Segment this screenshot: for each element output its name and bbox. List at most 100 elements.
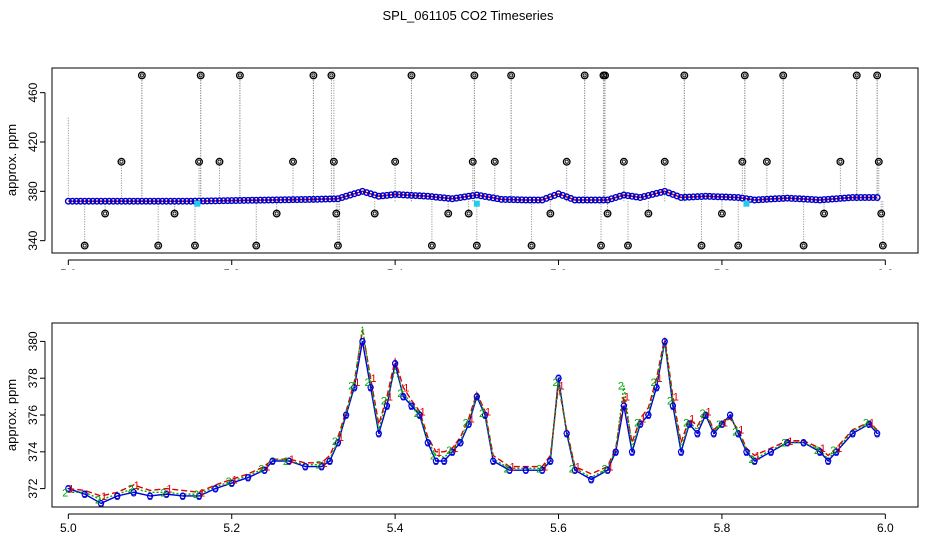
series-label-1: 1 <box>264 462 270 474</box>
outlier-point <box>836 157 845 166</box>
outlier-point-inner <box>217 159 222 164</box>
outlier-point-inner <box>197 159 202 164</box>
series-label-3: 3 <box>384 401 390 413</box>
series-label-3: 3 <box>490 456 496 468</box>
outlier-point-inner <box>470 159 475 164</box>
outlier-point <box>877 209 886 218</box>
series-label-3: 3 <box>245 473 251 485</box>
baseline-point <box>412 192 420 200</box>
baseline-point <box>407 191 415 199</box>
outlier-point-inner <box>509 73 514 78</box>
series-point-3 <box>816 448 824 455</box>
series-point-3 <box>97 500 105 507</box>
outlier-point-inner <box>875 73 880 78</box>
baseline-point <box>816 196 824 204</box>
baseline-point <box>767 195 775 203</box>
outlier-point <box>734 241 743 250</box>
series-label-1: 1 <box>820 443 826 455</box>
baseline-point <box>403 191 411 199</box>
baseline-point <box>473 191 481 199</box>
series-label-3: 3 <box>466 419 472 431</box>
series-label-1: 1 <box>738 425 744 437</box>
series-label-2: 2 <box>332 436 338 448</box>
series-label-3: 3 <box>817 447 823 459</box>
series-label-2: 2 <box>569 463 575 475</box>
baseline-point <box>314 195 322 203</box>
outlier-point-inner <box>393 159 398 164</box>
baseline-point <box>101 197 109 205</box>
baseline-point <box>138 197 146 205</box>
outlier-point <box>820 209 828 218</box>
series-label-1: 1 <box>673 392 679 404</box>
baseline-point <box>289 196 297 204</box>
outlier-point <box>333 241 342 250</box>
outlier-point-inner <box>599 243 604 248</box>
series-point-3 <box>849 430 856 437</box>
series-label-3: 3 <box>735 428 741 440</box>
series-label-2: 2 <box>62 487 68 499</box>
outlier-point <box>196 71 205 80</box>
series-point-3 <box>228 479 235 487</box>
baseline-point <box>64 197 72 205</box>
baseline-point <box>804 195 812 203</box>
outlier-point <box>468 157 477 166</box>
baseline-point <box>469 192 477 200</box>
series-point-3 <box>65 485 72 492</box>
series-label-3: 3 <box>637 419 643 431</box>
series-label-2: 2 <box>830 445 836 457</box>
series-point-3 <box>351 384 358 391</box>
bottom-x-tick-label: 5.4 <box>387 521 404 535</box>
baseline-point <box>277 196 285 204</box>
series-point-3 <box>620 402 628 409</box>
series-point-3 <box>359 338 366 345</box>
series-label-3: 3 <box>449 447 455 459</box>
baseline-point <box>363 189 371 197</box>
outlier-point <box>878 241 887 250</box>
series-label-2: 2 <box>536 463 542 475</box>
outlier-point <box>874 157 883 166</box>
outlier-point-inner <box>409 73 414 78</box>
baseline-point <box>265 196 273 204</box>
top-panel-axes: 5.0 5.2 5.4 5.6 5.8 6.0 340 380 420 460 <box>26 82 894 270</box>
series-label-1: 1 <box>338 432 344 444</box>
series-point-3 <box>873 430 881 437</box>
bottom-x-tick-label: 5.0 <box>60 521 77 535</box>
series-label-3: 3 <box>433 456 439 468</box>
baseline-point <box>702 192 710 200</box>
baseline-point <box>358 187 366 195</box>
baseline-point <box>465 192 473 200</box>
baseline-point <box>506 196 514 204</box>
series-point-3 <box>865 420 873 428</box>
series-label-2: 2 <box>634 417 640 429</box>
baseline-point <box>530 196 538 204</box>
baseline-line <box>68 190 878 202</box>
series-label-3: 3 <box>866 419 872 431</box>
series-label-3: 3 <box>474 392 480 404</box>
outlier-point-inner <box>838 159 843 164</box>
outlier-point-inner <box>429 243 434 248</box>
series-label-3: 3 <box>229 478 235 490</box>
outlier-point-inner <box>492 159 497 164</box>
baseline-point <box>252 196 260 204</box>
baseline-point <box>542 194 550 202</box>
series-label-2: 2 <box>618 381 624 393</box>
series-point-3 <box>677 448 685 455</box>
series-label-2: 2 <box>601 463 607 475</box>
outlier-point <box>619 157 628 166</box>
outlier-point-inner <box>274 211 279 216</box>
series-label-3: 3 <box>376 428 382 440</box>
series-point-3 <box>489 457 497 465</box>
series-point-3 <box>334 439 342 446</box>
baseline-point <box>669 190 677 198</box>
outlier-point <box>80 241 89 250</box>
outlier-point <box>624 241 632 250</box>
outlier-point-inner <box>474 243 479 248</box>
baseline-point <box>828 195 836 203</box>
baseline-point <box>501 195 509 203</box>
series-point-3 <box>824 457 832 465</box>
series-label-1: 1 <box>542 462 548 474</box>
baseline-point <box>122 197 130 205</box>
baseline-point <box>77 197 85 205</box>
series-point-3 <box>743 448 750 455</box>
